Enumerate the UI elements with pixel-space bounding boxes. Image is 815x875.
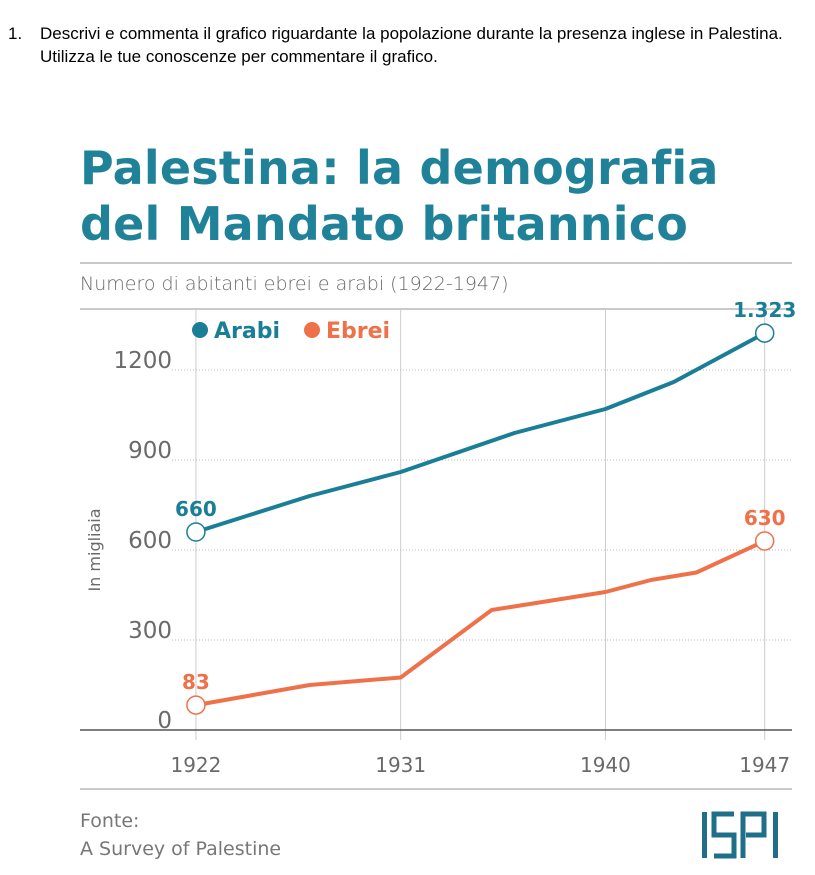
series-line-ebrei <box>195 539 766 708</box>
series-line-arabi <box>195 331 766 534</box>
y-tick-label: 900 <box>128 438 172 464</box>
legend-marker-ebrei <box>304 322 320 338</box>
y-tick-label: 1200 <box>113 348 172 374</box>
series-start-point-ebrei <box>186 695 206 715</box>
source-label: Fonte: <box>80 810 140 832</box>
x-tick-label: 1922 <box>170 753 221 777</box>
series-end-point-arabi <box>754 323 775 343</box>
legend-marker-arabi <box>192 322 208 338</box>
subtitle-divider <box>80 308 792 310</box>
series-start-label-arabi: 660 <box>175 497 217 521</box>
x-tick-label: 1940 <box>580 753 631 777</box>
legend-label-ebrei: Ebrei <box>326 319 390 344</box>
line-chart: 0 300 600 900 1200 1922 1931 1940 1947 In migliai… <box>80 300 796 777</box>
question-text: Descrivi e commenta il grafico riguardan… <box>40 24 783 66</box>
series-end-label-arabi: 1.323 <box>733 300 796 322</box>
y-tick-label: 300 <box>128 618 172 644</box>
title-divider <box>80 262 792 264</box>
source-value: A Survey of Palestine <box>80 838 282 860</box>
chart-title-line1: Palestina: la demografia <box>80 141 719 195</box>
ispi-logo <box>700 806 790 862</box>
y-tick-label: 0 <box>157 708 172 734</box>
x-tick-label: 1931 <box>375 753 426 777</box>
series-start-point-arabi <box>186 522 206 542</box>
series-end-label-ebrei: 630 <box>744 506 786 530</box>
x-tick-label: 1947 <box>739 753 790 777</box>
chart-subtitle: Numero di abitanti ebrei e arabi (1922-1… <box>80 273 509 295</box>
chart-title-line2: del Mandato britannico <box>80 197 688 251</box>
footer-divider <box>80 788 792 790</box>
y-tick-label: 600 <box>128 528 172 554</box>
y-axis-title: In migliaia <box>85 508 104 591</box>
series-start-label-ebrei: 83 <box>182 670 210 694</box>
question-number: 1. <box>8 24 23 43</box>
legend-label-arabi: Arabi <box>214 319 280 344</box>
series-end-point-ebrei <box>754 531 775 551</box>
chart-title: Palestina: la demografia del Mandato bri… <box>80 140 800 252</box>
